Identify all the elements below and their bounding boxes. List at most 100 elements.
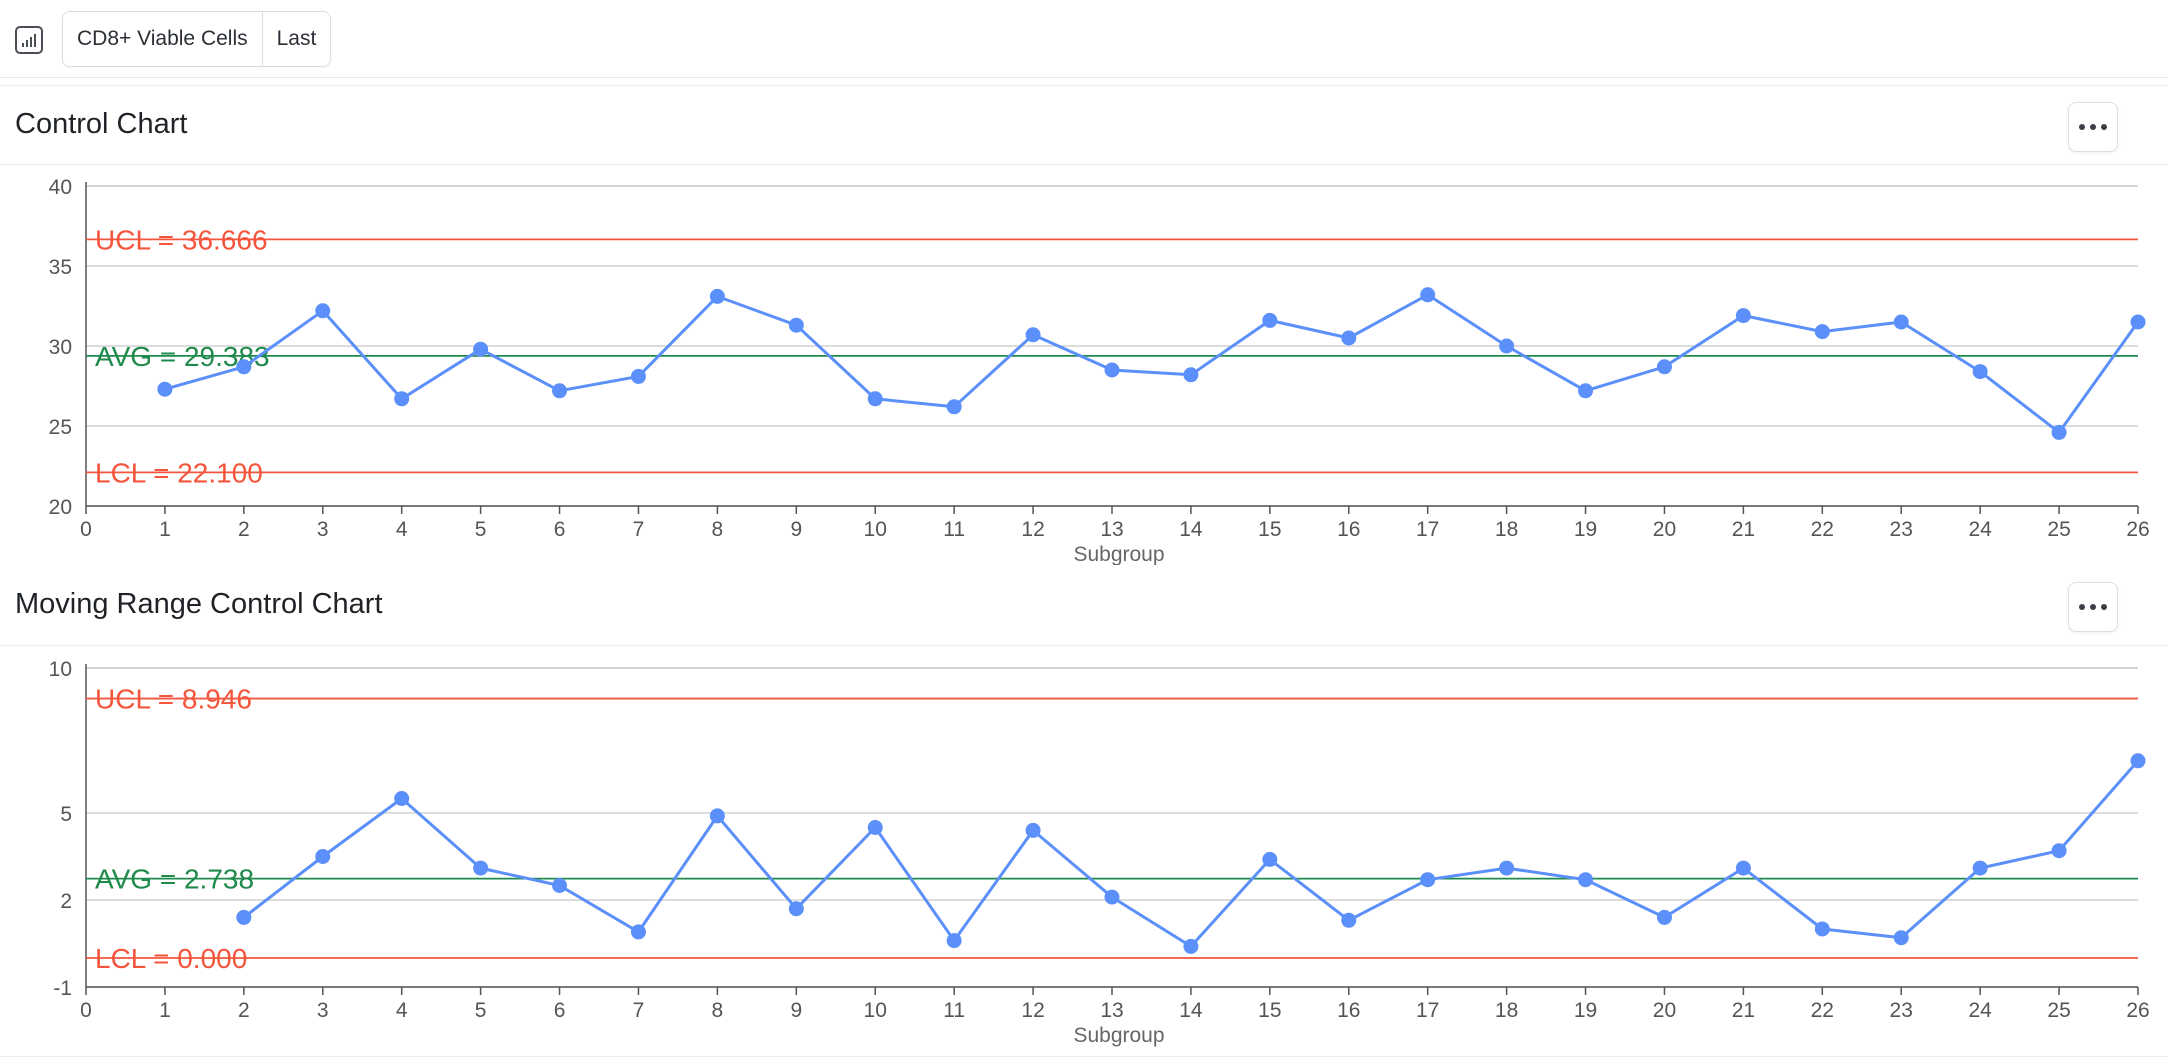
x-tick-label: 15 xyxy=(1258,518,1281,541)
data-point xyxy=(315,303,331,319)
data-point xyxy=(2051,843,2067,859)
data-point xyxy=(709,288,725,304)
control-limit-label: LCL = 22.100 xyxy=(95,457,263,488)
more-options-button[interactable] xyxy=(2068,102,2118,152)
moving-range-chart-header: Moving Range Control Chart xyxy=(0,566,2168,646)
x-tick-label: 24 xyxy=(1968,999,1992,1022)
x-tick-label: 2 xyxy=(238,999,250,1022)
data-point xyxy=(867,391,883,407)
data-point xyxy=(2130,314,2146,330)
data-point xyxy=(1104,889,1120,905)
data-point xyxy=(1341,912,1357,928)
x-tick-label: 10 xyxy=(864,999,887,1022)
data-point xyxy=(1893,930,1909,946)
data-point xyxy=(1656,909,1672,925)
x-tick-label: 12 xyxy=(1021,518,1044,541)
data-point xyxy=(315,849,331,864)
data-point xyxy=(1025,327,1041,343)
x-tick-label: 26 xyxy=(2126,518,2149,541)
panel-title: Control Chart xyxy=(15,108,188,140)
control-limit-label: UCL = 8.946 xyxy=(95,684,252,715)
more-options-button[interactable] xyxy=(2068,582,2118,632)
y-tick-label: -1 xyxy=(53,977,72,1000)
segment-mode[interactable]: Last xyxy=(261,12,331,66)
data-point xyxy=(552,878,568,893)
x-tick-label: 14 xyxy=(1179,518,1203,541)
control-chart-header: Control Chart xyxy=(0,85,2168,165)
x-tick-label: 13 xyxy=(1100,999,1123,1022)
x-tick-label: 18 xyxy=(1495,999,1518,1022)
data-point xyxy=(2130,753,2146,769)
x-tick-label: 23 xyxy=(1890,999,1913,1022)
y-tick-label: 10 xyxy=(49,658,72,681)
x-tick-label: 4 xyxy=(396,999,408,1022)
metric-selector: CD8+ Viable Cells Last xyxy=(62,11,332,67)
x-tick-label: 18 xyxy=(1495,518,1518,541)
y-tick-label: 2 xyxy=(60,890,72,913)
panel-title: Moving Range Control Chart xyxy=(15,588,383,620)
data-point xyxy=(1578,872,1594,888)
data-point xyxy=(788,901,804,917)
data-point xyxy=(1262,312,1278,328)
data-point xyxy=(1735,860,1751,876)
dot-icon xyxy=(2079,604,2085,610)
toolbar: CD8+ Viable Cells Last xyxy=(0,0,2168,78)
average-label: AVG = 2.738 xyxy=(95,864,254,895)
data-point xyxy=(946,933,962,949)
x-tick-label: 22 xyxy=(1811,999,1834,1022)
data-point xyxy=(2051,424,2067,440)
x-tick-label: 7 xyxy=(633,999,645,1022)
x-tick-label: 11 xyxy=(943,518,965,541)
x-tick-label: 3 xyxy=(317,518,329,541)
x-tick-label: 2 xyxy=(238,518,250,541)
x-tick-label: 6 xyxy=(554,518,566,541)
x-tick-label: 25 xyxy=(2047,999,2070,1022)
bar-chart-icon[interactable] xyxy=(14,25,44,55)
x-tick-label: 5 xyxy=(475,999,487,1022)
x-tick-label: 21 xyxy=(1732,999,1755,1022)
x-tick-label: 17 xyxy=(1416,518,1439,541)
x-tick-label: 10 xyxy=(864,518,887,541)
control-limit-label: UCL = 36.666 xyxy=(95,224,268,255)
dot-icon xyxy=(2101,604,2107,610)
data-point xyxy=(1183,938,1199,954)
x-tick-label: 16 xyxy=(1337,999,1360,1022)
x-tick-label: 17 xyxy=(1416,999,1439,1022)
x-tick-label: 19 xyxy=(1574,518,1597,541)
x-tick-label: 19 xyxy=(1574,999,1597,1022)
data-point xyxy=(1499,860,1515,876)
data-point xyxy=(1104,362,1120,378)
x-tick-label: 5 xyxy=(475,518,487,541)
x-tick-label: 12 xyxy=(1021,999,1044,1022)
data-point xyxy=(1972,364,1988,380)
data-point xyxy=(552,383,568,399)
y-tick-label: 20 xyxy=(49,496,72,519)
x-axis-label: Subgroup xyxy=(1073,1024,1164,1047)
data-point xyxy=(1420,872,1436,888)
data-point xyxy=(1814,324,1830,340)
x-tick-label: 9 xyxy=(790,999,802,1022)
data-point xyxy=(709,808,725,824)
divider xyxy=(0,1056,2168,1057)
x-tick-label: 4 xyxy=(396,518,408,541)
data-point xyxy=(1262,851,1278,867)
x-tick-label: 8 xyxy=(712,999,724,1022)
x-tick-label: 20 xyxy=(1653,518,1676,541)
data-point xyxy=(1814,921,1830,937)
x-tick-label: 26 xyxy=(2126,999,2149,1022)
dot-icon xyxy=(2090,604,2096,610)
data-point xyxy=(236,909,252,925)
data-point xyxy=(157,381,173,397)
dot-icon xyxy=(2101,124,2107,130)
x-tick-label: 20 xyxy=(1653,999,1676,1022)
y-tick-label: 30 xyxy=(49,336,72,359)
series-line xyxy=(242,759,2140,948)
data-point xyxy=(473,860,489,876)
segment-metric[interactable]: CD8+ Viable Cells xyxy=(63,12,262,66)
y-tick-label: 35 xyxy=(49,256,72,279)
y-tick-label: 5 xyxy=(60,803,72,826)
data-point xyxy=(1972,860,1988,876)
x-tick-label: 23 xyxy=(1890,518,1913,541)
